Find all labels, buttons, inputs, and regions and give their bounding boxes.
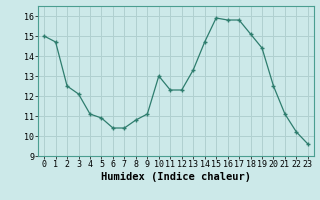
X-axis label: Humidex (Indice chaleur): Humidex (Indice chaleur) [101,172,251,182]
